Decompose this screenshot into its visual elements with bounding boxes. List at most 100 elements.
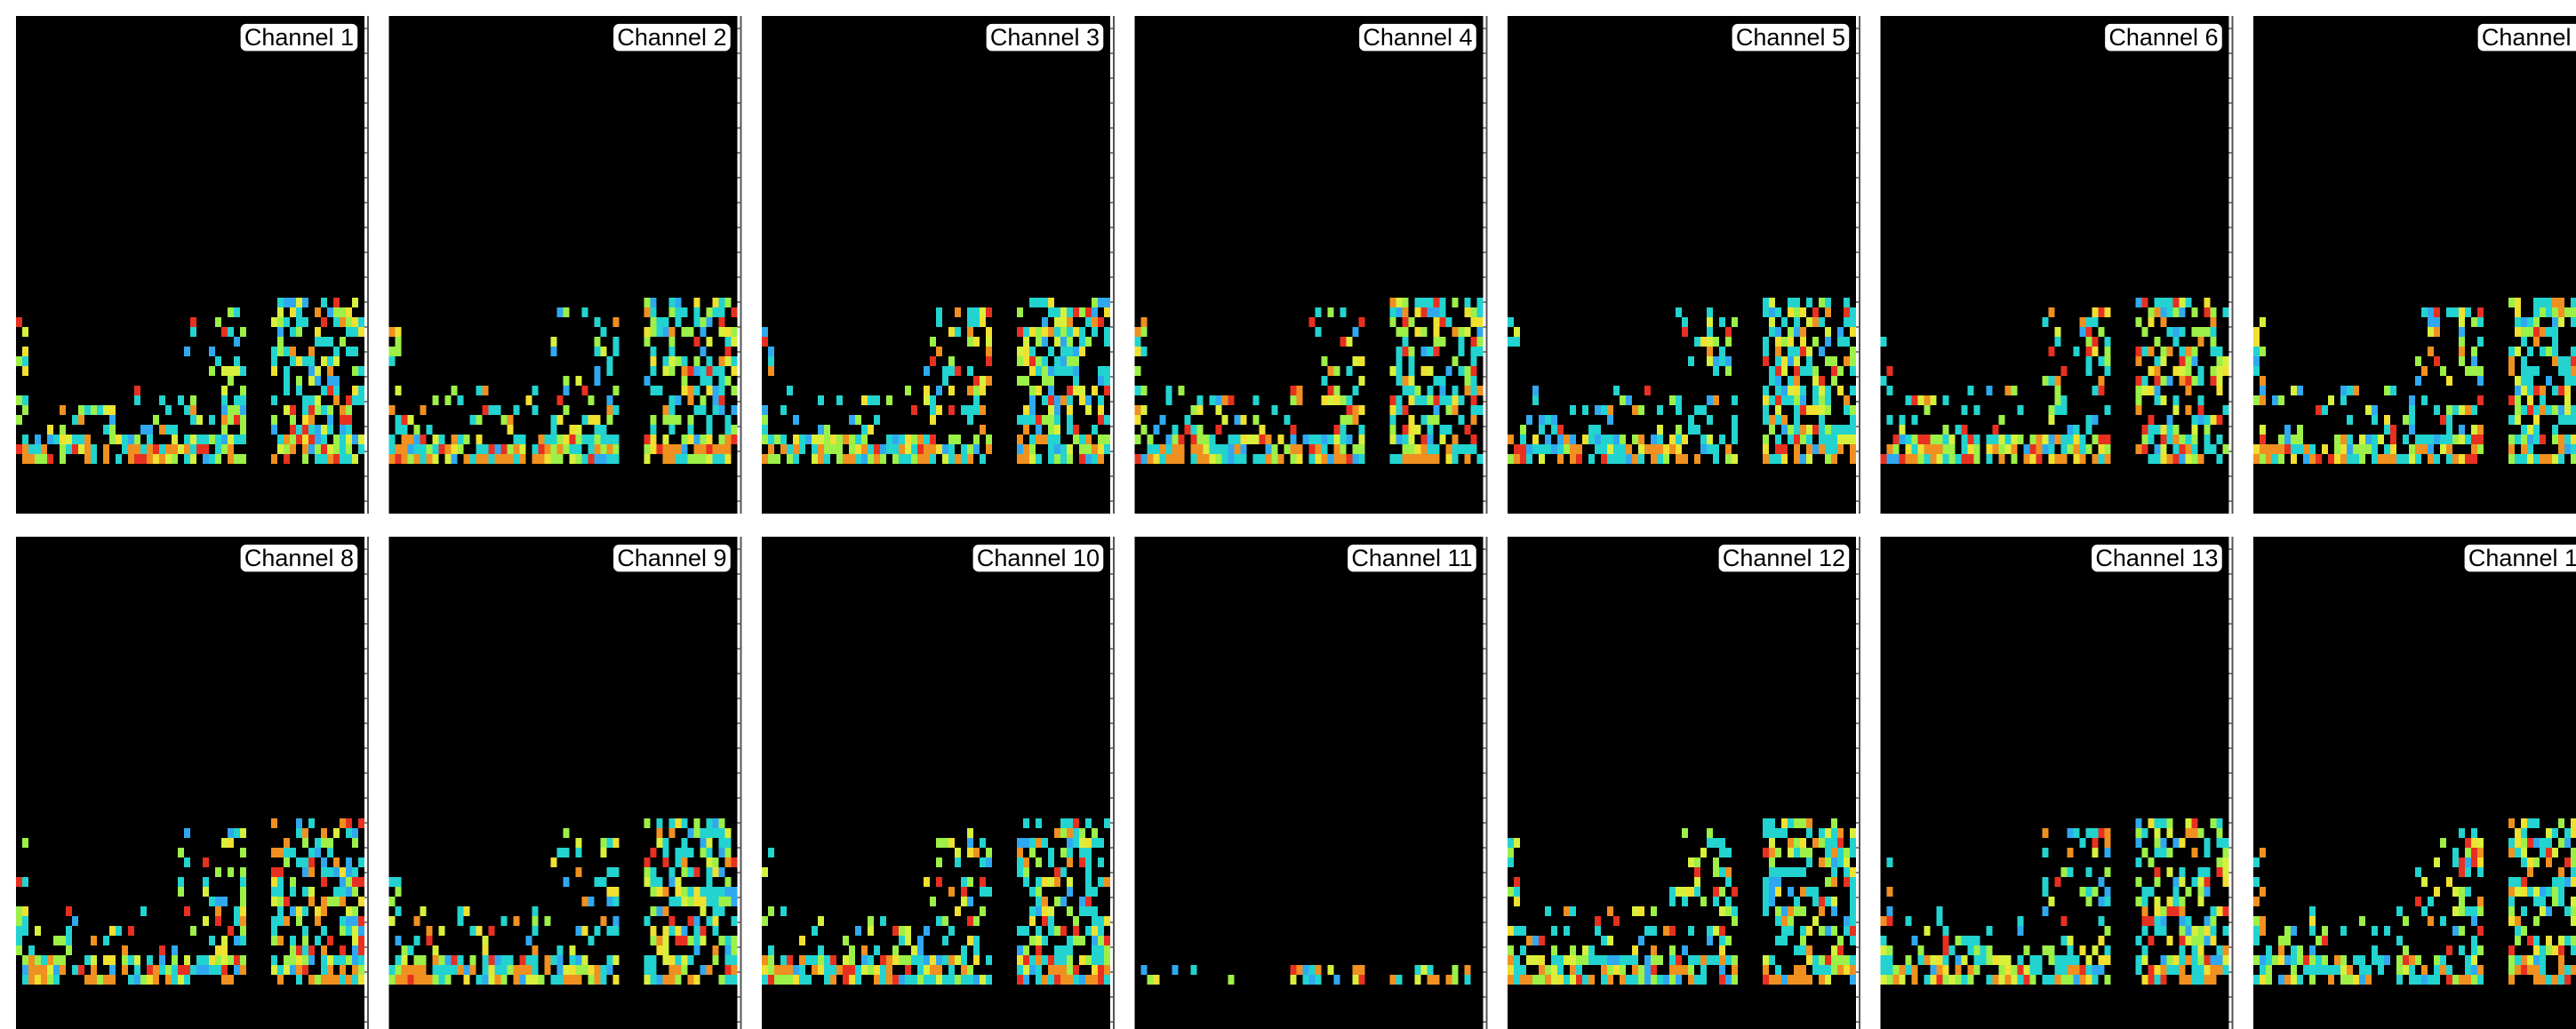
heat-cell (1396, 376, 1403, 386)
heat-cell (296, 906, 302, 916)
heat-cell (35, 454, 41, 464)
heat-cell (196, 435, 203, 444)
heat-cell (1017, 838, 1023, 848)
heat-cell (606, 356, 613, 366)
heat-cell (2204, 848, 2211, 858)
heat-cell (2191, 327, 2198, 337)
heat-cell (2297, 945, 2303, 955)
heat-cell (2197, 366, 2204, 376)
heat-cell (1644, 926, 1651, 936)
heat-cell (221, 405, 228, 415)
heat-cell (693, 435, 700, 444)
heat-cell (1831, 965, 1837, 975)
heat-cell (1017, 307, 1023, 317)
heat-cell (1271, 405, 1278, 415)
heat-cell (1054, 366, 1060, 376)
heat-cell (712, 916, 719, 926)
heat-cell (1669, 887, 1676, 897)
heat-cell (2515, 435, 2521, 444)
heat-cell (1850, 347, 1856, 356)
heat-cell (2521, 818, 2527, 828)
heat-cell (190, 965, 196, 975)
heat-cell (147, 454, 153, 464)
heat-cell (2477, 897, 2484, 906)
heat-cell (575, 848, 582, 858)
heat-cell (2508, 347, 2515, 356)
heat-cell (2154, 386, 2161, 395)
heat-cell (22, 395, 28, 405)
heat-cell (612, 405, 620, 415)
heat-cell (1601, 405, 1607, 415)
heat-cell (1048, 444, 1054, 454)
heat-cell (1092, 936, 1098, 945)
heat-cell (2428, 916, 2434, 926)
heat-cell (395, 425, 402, 435)
heat-cell (1725, 897, 1732, 906)
heat-cell (1508, 965, 1514, 975)
heat-cell (718, 867, 725, 877)
heat-cell (1067, 975, 1073, 985)
heat-cell (2148, 975, 2155, 985)
heat-cell (1576, 965, 1582, 975)
heat-cell (1060, 356, 1067, 366)
heat-cell (1433, 975, 1440, 985)
heat-cell (588, 454, 595, 464)
heat-cell (681, 444, 688, 454)
heat-cell (1924, 405, 1931, 415)
heat-cell (2434, 307, 2440, 317)
heat-cell (1389, 298, 1396, 307)
heat-cell (1079, 828, 1085, 838)
heat-cell (296, 435, 302, 444)
heat-cell (1092, 955, 1098, 965)
heat-cell (836, 435, 843, 444)
heat-cell (650, 887, 657, 897)
heat-cell (1986, 955, 1993, 965)
heat-cell (712, 858, 719, 867)
heat-cell (2154, 356, 2161, 366)
heat-cell (1781, 906, 1788, 916)
heat-cell (60, 444, 66, 454)
heat-cell (1017, 858, 1023, 867)
heat-cell (60, 405, 66, 415)
heat-cell (1420, 454, 1428, 464)
heat-cell (352, 386, 358, 395)
channel-title: Channel 12 (1723, 545, 1845, 571)
heat-cell (2477, 425, 2484, 435)
heat-cell (2054, 435, 2061, 444)
heat-cell (1526, 454, 1532, 464)
heat-cell (184, 405, 190, 415)
heat-cell (1134, 386, 1141, 395)
heat-cell (2446, 975, 2452, 985)
heat-cell (2322, 955, 2328, 965)
heat-cell (1327, 366, 1334, 376)
heat-cell (2428, 317, 2434, 327)
heat-cell (140, 906, 147, 916)
heat-cell (1433, 298, 1440, 307)
heat-cell (2141, 298, 2148, 307)
heat-cell (327, 415, 333, 425)
heat-cell (1924, 435, 1931, 444)
heat-cell (1073, 975, 1079, 985)
heat-cell (948, 366, 955, 376)
heat-cell (1794, 405, 1800, 415)
heat-cell (2160, 454, 2167, 464)
heat-cell (1942, 395, 1949, 405)
heat-cells (762, 818, 1110, 985)
heat-cell (1844, 877, 1850, 887)
heat-cell (2515, 395, 2521, 405)
heat-cell (308, 444, 315, 454)
heat-cell (2148, 317, 2155, 327)
heat-cell (116, 926, 122, 936)
channel-panel: Channel 5 (1508, 16, 1860, 514)
heat-cell (830, 965, 836, 975)
heat-cell (2048, 454, 2055, 464)
heat-cell (2154, 425, 2161, 435)
heat-cell (1290, 395, 1297, 405)
heat-cell (924, 975, 930, 985)
heat-cell (1986, 454, 1993, 464)
heat-cell (2210, 444, 2217, 454)
heat-cell (1073, 435, 1079, 444)
heat-cell (2291, 965, 2297, 975)
heat-cell (140, 975, 147, 985)
heat-cell (1595, 955, 1601, 965)
